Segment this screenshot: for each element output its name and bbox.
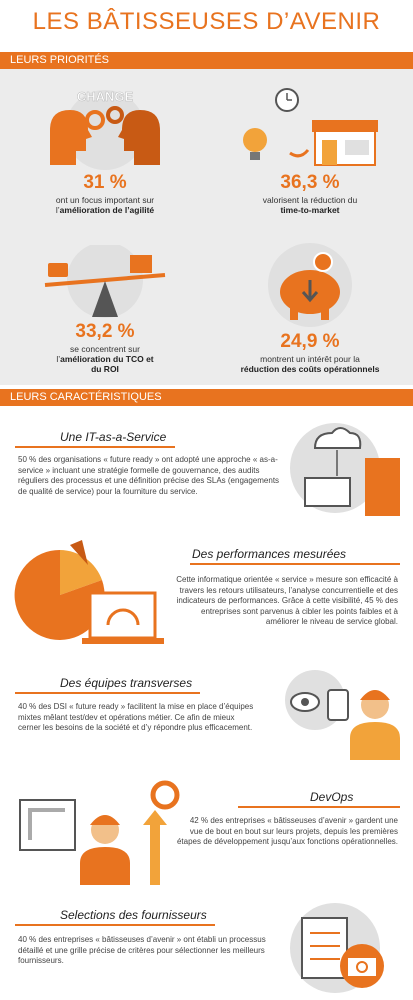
caption-bold: réduction des coûts opérationnels [240, 364, 380, 374]
icon-heads: CHANGE [50, 89, 160, 170]
title-rule [15, 446, 175, 448]
icon-bulb-shop [243, 88, 378, 166]
icon-cloud [290, 423, 400, 516]
caption-text: ont un focus important sur l’ [55, 195, 155, 215]
section-title: Des performances mesurées [192, 547, 347, 561]
section-text: 50 % des organisations « future ready » … [18, 455, 280, 496]
title-rule [190, 563, 400, 565]
section-text: Cette informatique orientée « service » … [176, 575, 398, 626]
figure: 33,2 % [75, 321, 135, 342]
icon-scale [44, 245, 166, 318]
section-text: 42 % des entreprises « bâtisseuses d’ave… [176, 816, 398, 846]
section-title: DevOps [310, 790, 354, 804]
caption: valorisent la réduction du time-to-marke… [260, 195, 360, 215]
caption-bold: time-to-market [280, 205, 340, 215]
icon-chart [14, 540, 164, 644]
figure: 36,3 % [280, 172, 340, 193]
title-rule [15, 924, 215, 926]
caption: se concentrent sur l’amélioration du TCO… [55, 344, 155, 374]
section-band: LEURS CARACTÉRISTIQUES [0, 389, 413, 406]
icon-piggy [268, 243, 352, 327]
title-rule [238, 806, 400, 808]
icon-team [285, 670, 400, 760]
caption-text: valorisent la réduction du [262, 195, 358, 205]
section-title: Des équipes transverses [60, 676, 193, 690]
caption-text: montrent un intérêt pour la [260, 354, 360, 364]
section-text: 40 % des DSI « future ready » facilitent… [18, 702, 254, 732]
icon-text: CHANGE [77, 89, 134, 104]
title: LES BÂTISSEUSES D’AVENIR [32, 8, 381, 35]
icon-checklist [290, 903, 384, 993]
title-rule [15, 692, 200, 694]
caption-bold: amélioration de l’agilité [59, 205, 155, 215]
caption-text: se concentrent sur l’ [56, 344, 140, 364]
caption: ont un focus important sur l’amélioratio… [45, 195, 165, 215]
caption: montrent un intérêt pour la réduction de… [240, 354, 380, 374]
section-title: Selections des fournisseurs [60, 908, 207, 922]
icon-devops [19, 780, 180, 885]
section-text: 40 % des entreprises « bâtisseuses d’ave… [18, 935, 266, 965]
figure: 24,9 % [280, 331, 340, 352]
caption-bold: amélioration du TCO et du ROI [60, 354, 154, 374]
section-band: LEURS PRIORITÉS [0, 52, 413, 69]
figure: 31 % [83, 172, 127, 193]
section-title: Une IT-as-a-Service [60, 430, 167, 444]
